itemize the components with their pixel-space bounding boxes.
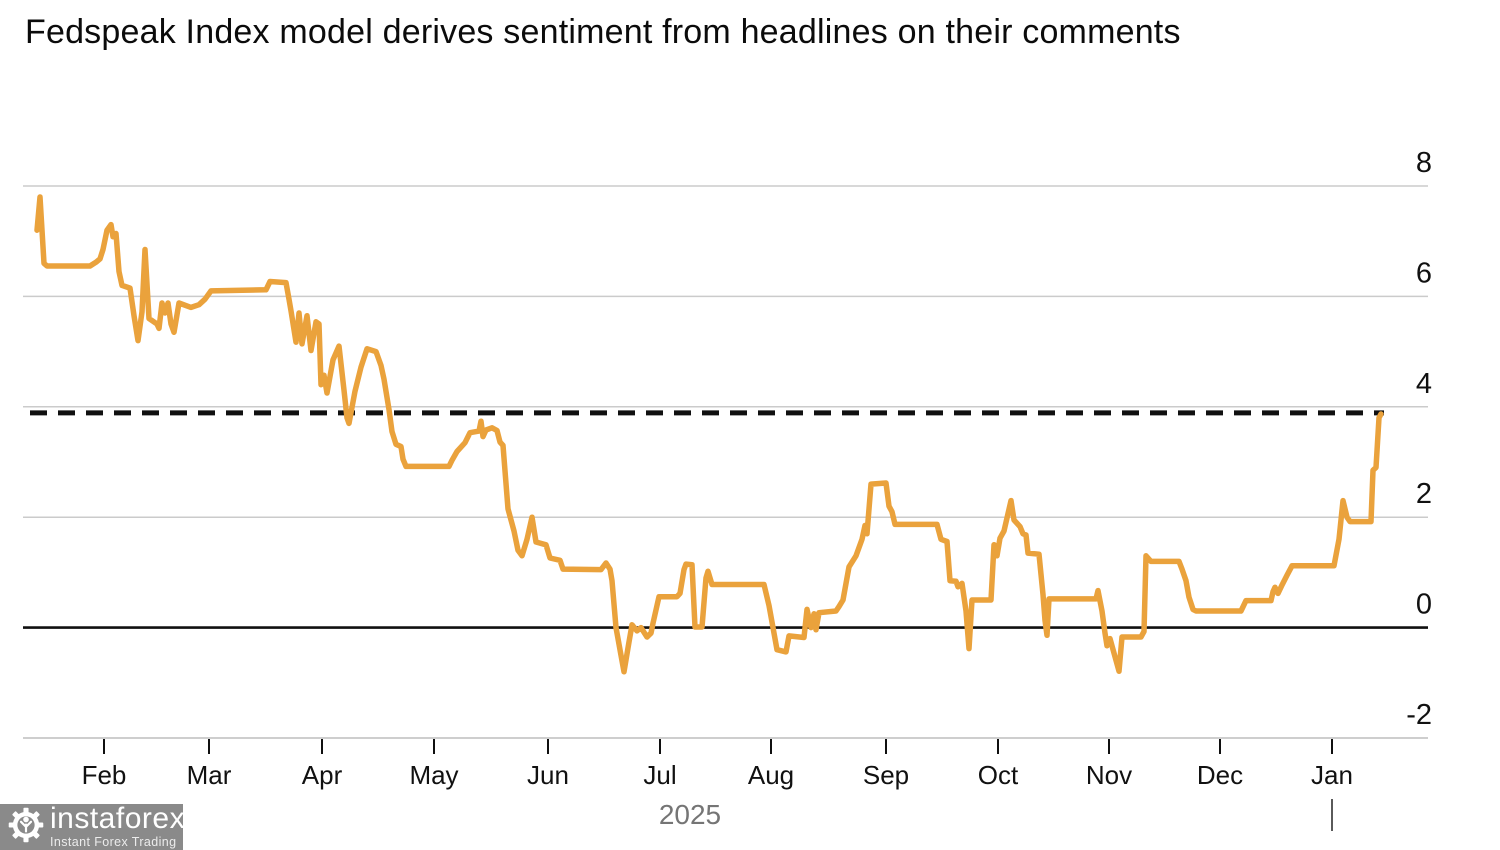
y-axis-label-2: 2 [1416,478,1432,510]
instaforex-gear-icon [6,805,46,850]
y-axis-label-4: 4 [1416,368,1432,400]
x-axis-label-feb: Feb [82,760,127,790]
year-label-2025: 2025 [659,799,721,830]
x-axis-label-jul: Jul [643,760,676,790]
instaforex-tagline-text: Instant Forex Trading [50,834,177,849]
instaforex-watermark: instaforex Instant Forex Trading [0,801,186,850]
x-axis-label-sep: Sep [863,760,909,790]
y-axis-label-6: 6 [1416,257,1432,289]
x-axis-label-dec: Dec [1197,760,1243,790]
instaforex-brand-text: instaforex [50,801,186,835]
x-axis-label-oct: Oct [978,760,1019,790]
x-axis-label-aug: Aug [748,760,794,790]
x-axis-label-apr: Apr [302,760,343,790]
x-axis-label-may: May [409,760,458,790]
chart-title: Fedspeak Index model derives sentiment f… [25,13,1181,51]
y-axis-label--2: -2 [1406,699,1432,731]
x-axis-label-jan: Jan [1311,760,1353,790]
x-axis-label-jun: Jun [527,760,569,790]
y-axis-label-8: 8 [1416,147,1432,179]
x-axis-label-mar: Mar [187,760,232,790]
y-axis-label-0: 0 [1416,589,1432,621]
x-axis-label-nov: Nov [1086,760,1132,790]
sentiment-line-series [34,194,1384,675]
